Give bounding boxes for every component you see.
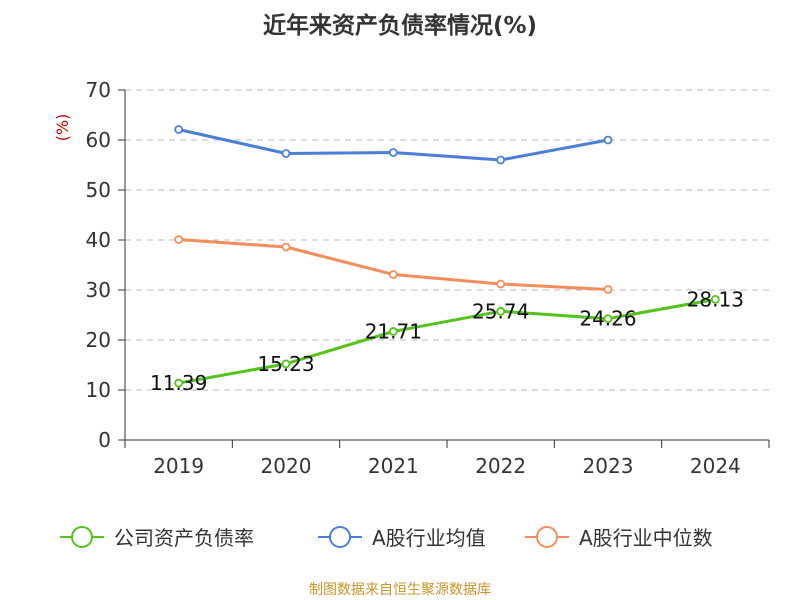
y-tick-label: 70 (86, 78, 111, 102)
data-point (281, 242, 291, 252)
data-point (603, 314, 613, 324)
x-tick-label: 2020 (261, 454, 312, 478)
data-point (603, 285, 613, 294)
legend: 公司资产负债率 A股行业均值 A股行业中位数 (60, 526, 713, 550)
x-tick-label: 2021 (368, 454, 419, 478)
data-point (496, 279, 506, 289)
data-point (174, 235, 184, 244)
y-tick-label: 50 (86, 178, 111, 202)
legend-swatch-marker (329, 526, 351, 548)
y-axis-label: (%) (53, 114, 72, 142)
legend-label: A股行业均值 (372, 526, 486, 550)
x-tick-label: 2022 (475, 454, 526, 478)
chart-title: 近年来资产负债率情况(%) (262, 13, 538, 39)
data-label: 15.23 (257, 352, 314, 376)
data-label: 25.74 (472, 299, 529, 323)
data-point (281, 149, 291, 158)
data-label: 21.71 (365, 319, 422, 343)
series-line-2 (178, 238, 609, 291)
legend-label: 公司资产负债率 (114, 526, 254, 550)
data-point (174, 125, 184, 134)
series-line-0 (178, 297, 716, 385)
data-labels: 11.39 15.23 21.71 25.74 24.26 28.13 (150, 287, 744, 395)
series-lines (174, 125, 720, 388)
data-point (496, 306, 506, 316)
y-tick-label: 10 (86, 378, 111, 402)
y-tick-label: 0 (98, 428, 111, 452)
data-point (281, 359, 291, 369)
data-point (388, 327, 398, 336)
y-tick-label: 30 (86, 278, 111, 302)
data-point (603, 135, 613, 145)
data-label: 24.26 (579, 307, 636, 331)
x-tick-label: 2023 (583, 454, 634, 478)
data-point (496, 155, 506, 165)
x-tick-label: 2024 (690, 454, 741, 478)
data-point (174, 378, 184, 388)
legend-label: A股行业中位数 (579, 526, 713, 550)
data-label: 11.39 (150, 371, 207, 395)
y-tick-label: 60 (86, 128, 111, 152)
y-tick-label: 40 (86, 228, 111, 252)
axes: 0 10 20 30 40 50 60 70 2019 2020 2021 2022 2023 2024 (… (53, 78, 770, 478)
grid-lines (125, 89, 769, 391)
legend-swatch-marker (536, 526, 558, 548)
x-tick-label: 2019 (153, 454, 204, 478)
source-note: 制图数据来自恒生聚源数据库 (309, 582, 491, 598)
data-point (388, 148, 398, 157)
data-point (388, 270, 398, 279)
legend-swatch-marker (71, 526, 93, 548)
data-point (710, 294, 720, 304)
data-label: 28.13 (687, 287, 744, 311)
y-tick-label: 20 (86, 328, 111, 352)
